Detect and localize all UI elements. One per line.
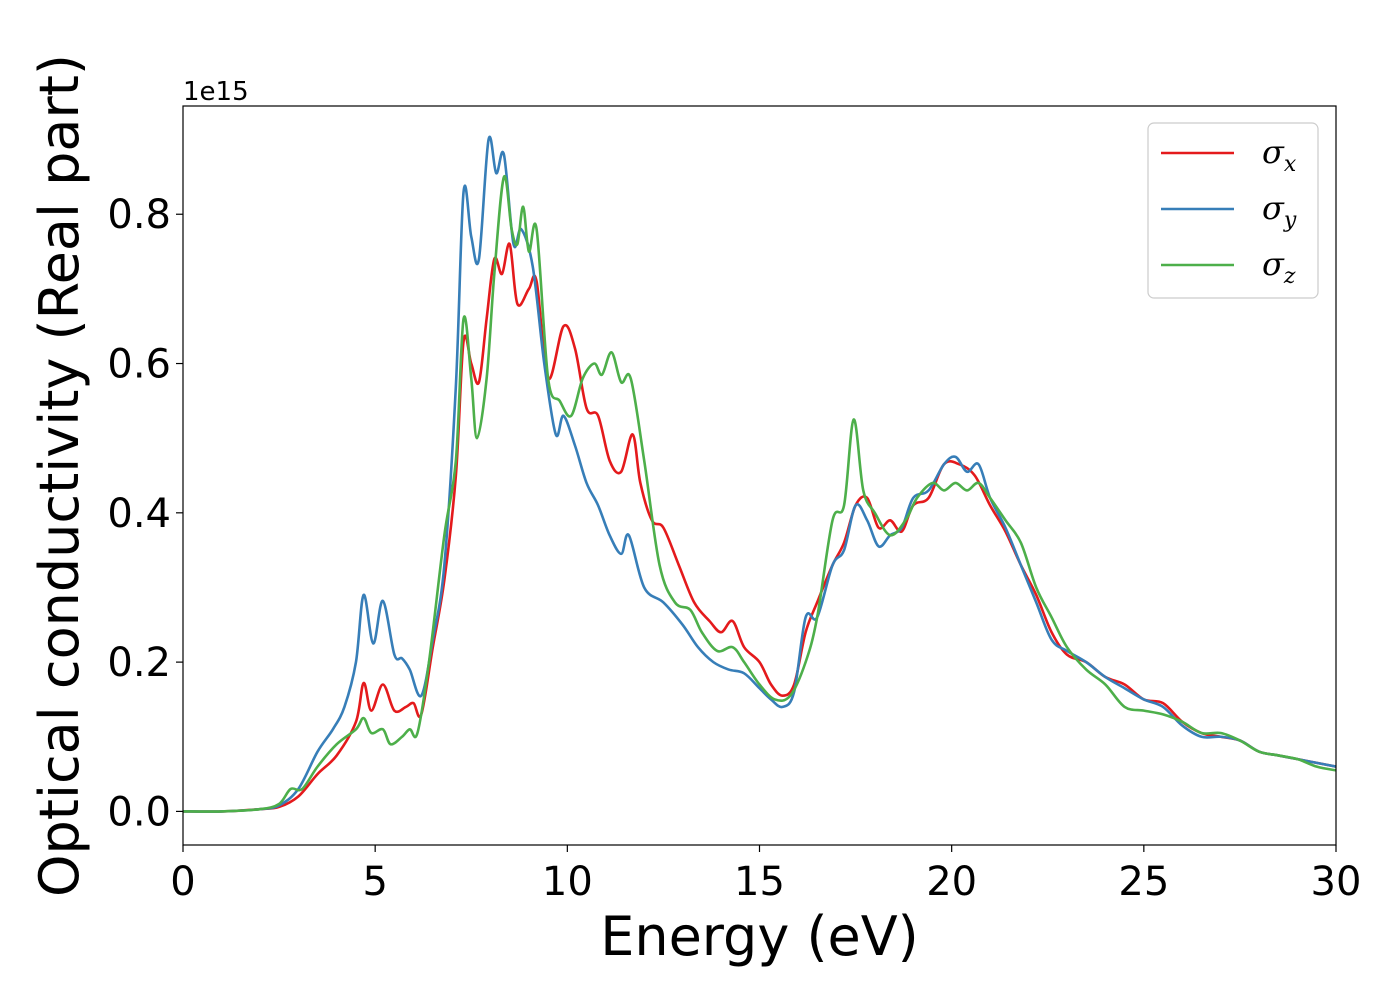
x-tick-label: 30	[1311, 859, 1362, 905]
ticks-layer: 0 5 10 15 20 25 30 0.0 0.2 0.4 0.6 0.8	[107, 192, 1361, 905]
series-line-x	[183, 242, 1336, 813]
legend: σx σy σz	[1147, 122, 1319, 299]
x-tick-label: 10	[542, 859, 593, 905]
x-tick-label: 0	[170, 859, 195, 905]
x-tick-label: 5	[362, 859, 387, 905]
y-tick-label: 0.6	[107, 342, 171, 388]
legend-label-y: σy	[1262, 189, 1297, 233]
legend-box	[1147, 122, 1319, 299]
y-offset-label: 1e15	[183, 77, 249, 107]
legend-label-x: σx	[1262, 133, 1297, 177]
x-tick-label: 25	[1118, 859, 1169, 905]
series-line-z	[183, 175, 1336, 813]
series-layer	[183, 135, 1336, 813]
y-tick-label: 0.4	[107, 491, 171, 537]
series-line-y	[183, 135, 1336, 813]
x-tick-label: 20	[926, 859, 977, 905]
y-tick-label: 0.2	[107, 640, 171, 686]
y-tick-label: 0.8	[107, 192, 171, 238]
y-tick-label: 0.0	[107, 789, 171, 835]
y-axis-label: Optical conductivity (Real part)	[28, 54, 91, 897]
x-axis-label: Energy (eV)	[600, 905, 919, 968]
legend-label-z: σz	[1262, 245, 1296, 289]
x-tick-label: 15	[734, 859, 785, 905]
